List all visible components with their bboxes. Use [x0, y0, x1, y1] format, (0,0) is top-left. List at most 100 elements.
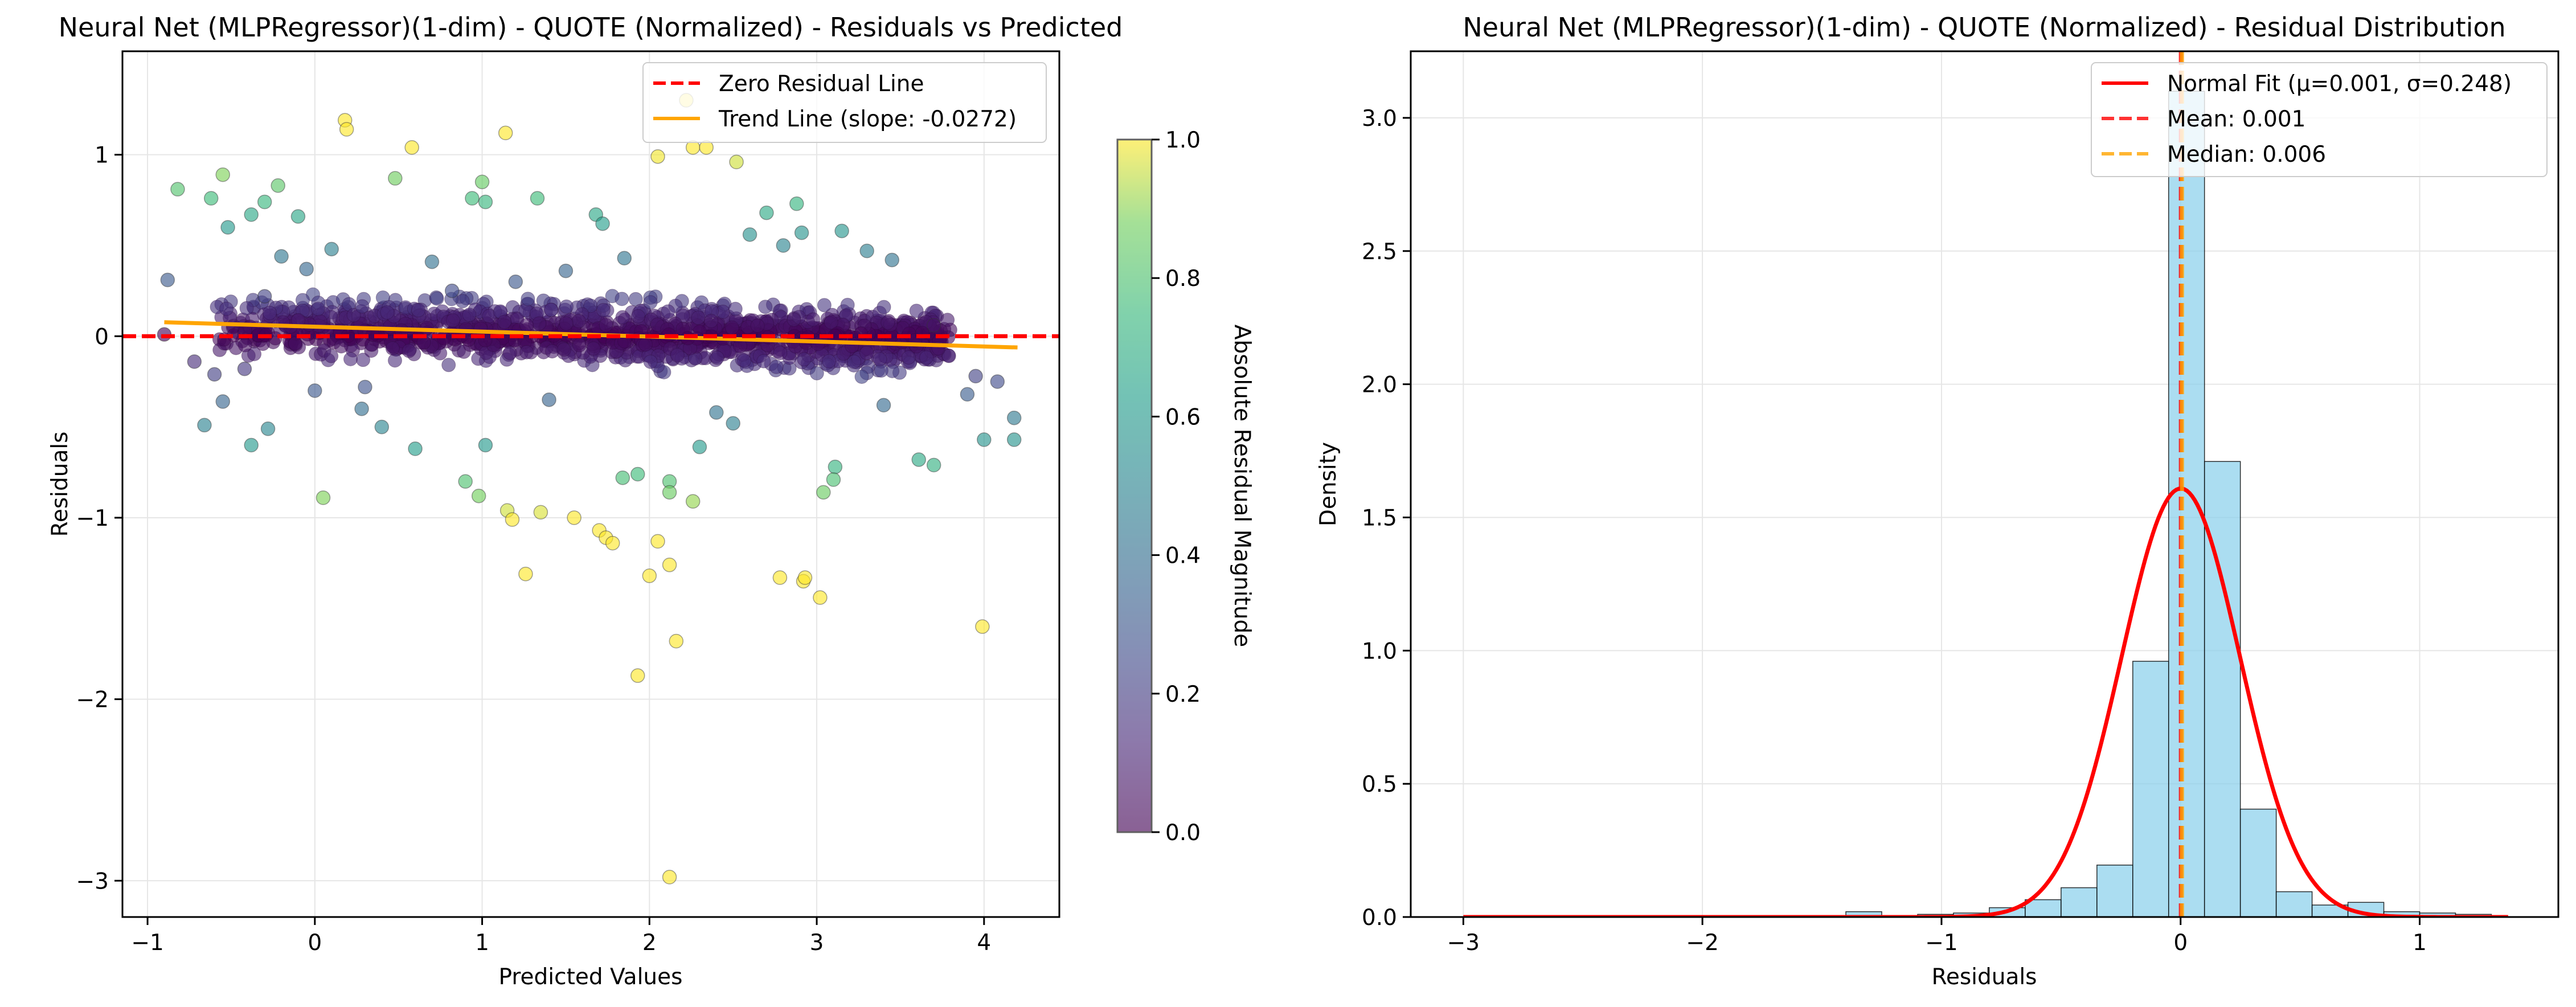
- legend-median-label: Median: 0.006: [2167, 142, 2326, 167]
- dense-scatter-point: [773, 346, 788, 361]
- colorbar: 0.0 0.2 0.4 0.6 0.8 1.0 Absolute Residual Mag…: [1116, 128, 1255, 846]
- dense-scatter-point: [247, 347, 262, 362]
- scatter-point: [567, 510, 581, 525]
- dense-scatter-point: [728, 301, 743, 316]
- left-x-tick-label: 2: [642, 930, 657, 956]
- dense-scatter-point: [901, 350, 916, 365]
- residual-distribution-panel: Neural Net (MLPRegressor)(1-dim) - QUOTE…: [1316, 12, 2559, 990]
- scatter-point: [558, 263, 574, 279]
- dense-scatter-point: [806, 312, 821, 327]
- scatter-point: [424, 254, 440, 269]
- scatter-point: [244, 207, 259, 222]
- dense-scatter-point: [643, 354, 658, 369]
- scatter-point: [533, 505, 548, 520]
- right-legend: Normal Fit (μ=0.001, σ=0.248) Mean: 0.00…: [2091, 62, 2548, 177]
- legend-trend-line-label: Trend Line (slope: -0.0272): [718, 107, 1017, 132]
- scatter-point: [772, 570, 788, 585]
- right-x-tick-label: 1: [2413, 930, 2427, 956]
- left-legend-box: [642, 62, 1047, 143]
- dense-scatter-point: [854, 369, 869, 384]
- right-y-tick-label: 2.5: [1362, 239, 1397, 265]
- scatter-point: [975, 619, 990, 634]
- left-x-tick-label: 3: [810, 930, 824, 956]
- scatter-point: [308, 383, 322, 398]
- scatter-point: [650, 149, 665, 164]
- scatter-point: [458, 474, 473, 489]
- legend-mean-label: Mean: 0.001: [2167, 107, 2305, 132]
- right-chart-title: Neural Net (MLPRegressor)(1-dim) - QUOTE…: [1463, 12, 2505, 43]
- dense-scatter-point: [521, 292, 535, 306]
- scatter-point: [726, 416, 740, 431]
- dense-scatter-point: [411, 303, 426, 318]
- right-x-tick-label: 0: [2173, 930, 2188, 956]
- scatter-point: [926, 318, 941, 333]
- dense-scatter-point: [324, 349, 339, 363]
- colorbar-gradient: [1116, 138, 1153, 833]
- scatter-point: [669, 633, 684, 649]
- colorbar-tick-label: 0.6: [1165, 404, 1201, 430]
- scatter-point: [408, 441, 423, 456]
- dense-scatter-point: [437, 331, 452, 346]
- colorbar-tick-label: 0.2: [1165, 682, 1201, 707]
- right-axes-frame: [1410, 50, 2559, 918]
- left-y-tick-label: 1: [95, 143, 109, 169]
- dense-scatter-point: [758, 300, 773, 314]
- right-y-tick-label: 0.5: [1362, 772, 1397, 797]
- scatter-point: [776, 238, 791, 253]
- dense-scatter-point: [571, 314, 586, 329]
- scatter-point: [498, 125, 513, 141]
- dense-scatter-point: [941, 349, 956, 363]
- right-y-tick-label: 0.0: [1362, 905, 1397, 931]
- dense-scatter-point: [661, 304, 675, 319]
- dense-scatter-point: [387, 353, 402, 368]
- left-y-tick-label: −2: [76, 687, 109, 713]
- dense-scatter-point: [519, 318, 534, 333]
- scatter-point: [274, 249, 289, 264]
- dense-scatter-point: [817, 298, 832, 313]
- dense-scatter-point: [380, 305, 395, 320]
- scatter-point: [789, 196, 804, 211]
- left-gridlines: [122, 51, 1059, 917]
- left-x-tick-label: −1: [131, 930, 164, 956]
- colorbar-ticks: 0.0 0.2 0.4 0.6 0.8 1.0: [1152, 128, 1201, 846]
- histogram-bar: [2025, 899, 2062, 917]
- colorbar-tick-label: 0.4: [1165, 543, 1201, 569]
- dense-scatter-point: [704, 313, 719, 328]
- scatter-point: [203, 191, 219, 206]
- scatter-point: [797, 570, 813, 585]
- scatter-point: [630, 668, 645, 683]
- dense-scatter-point: [628, 292, 643, 306]
- dense-scatter-point: [519, 345, 534, 359]
- left-y-tick-label: −1: [76, 506, 109, 531]
- histogram-bar: [2204, 461, 2241, 917]
- scatter-point: [471, 488, 486, 504]
- dense-scatter-point: [586, 341, 601, 356]
- residuals-vs-predicted-panel: Neural Net (MLPRegressor)(1-dim) - QUOTE…: [47, 12, 1255, 990]
- scatter-point: [260, 421, 276, 436]
- scatter-point: [759, 205, 774, 220]
- right-y-tick-label: 2.0: [1362, 372, 1397, 398]
- scatter-point: [990, 374, 1005, 389]
- dense-scatter-point: [497, 314, 512, 329]
- right-x-axis-label: Residuals: [1931, 964, 2037, 990]
- scatter-point: [977, 432, 992, 447]
- right-legend-box: [2091, 62, 2548, 177]
- scatter-point: [244, 437, 259, 453]
- scatter-point: [615, 470, 630, 485]
- scatter-point: [215, 394, 230, 409]
- scatter-point: [794, 225, 809, 240]
- dense-scatter-point: [809, 366, 824, 380]
- dense-scatter-point: [559, 299, 574, 314]
- dense-scatter-point: [710, 350, 724, 365]
- dense-scatter-point: [545, 344, 560, 359]
- right-x-tick-label: −3: [1447, 930, 1480, 956]
- left-x-tick-label: 0: [308, 930, 322, 956]
- scatter-point: [828, 459, 843, 474]
- scatter-point: [220, 220, 235, 235]
- right-y-ticks: 0.0 0.5 1.0 1.5 2.0 2.5 3.0: [1362, 106, 1411, 931]
- scatter-point: [685, 494, 701, 509]
- right-x-tick-label: −1: [1925, 930, 1958, 956]
- dense-scatter-point: [239, 301, 254, 316]
- dense-scatter-point: [385, 341, 400, 356]
- right-y-tick-label: 1.0: [1362, 638, 1397, 664]
